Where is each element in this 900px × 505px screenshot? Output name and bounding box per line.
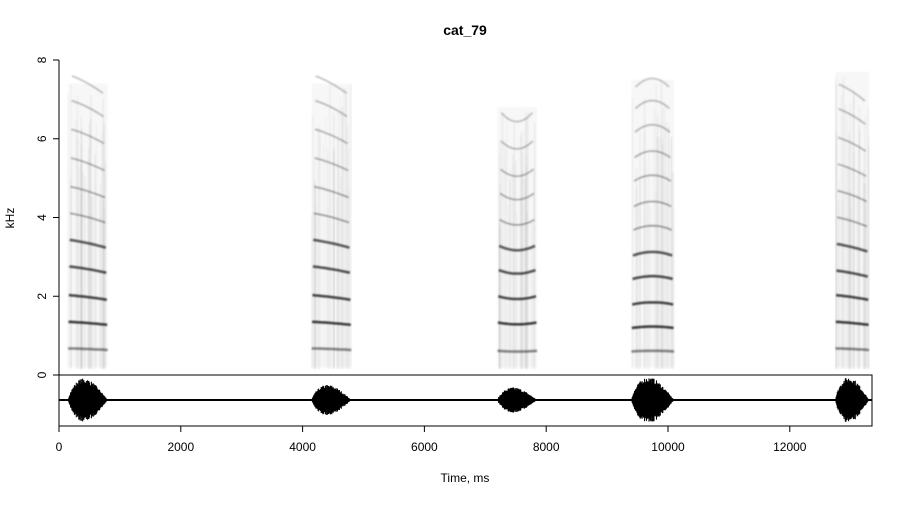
call-3-harmonic: [497, 321, 537, 326]
y-tick-label: 8: [35, 56, 49, 63]
call-4-harmonic: [633, 174, 672, 182]
call-5-harmonic: [837, 136, 867, 152]
call-2-harmonic: [311, 347, 352, 352]
x-axis: 0 2000 4000 6000 8000 10000 12000: [56, 425, 807, 454]
call-5-harmonic: [835, 293, 869, 302]
call-5-harmonic: [835, 320, 869, 327]
call-1-harmonic: [69, 238, 107, 249]
call-3-harmonic: [500, 140, 534, 150]
call-4-harmonic: [634, 99, 670, 110]
call-1-harmonic: [70, 185, 106, 199]
x-tick-label: 8000: [533, 440, 560, 454]
call-1-harmonic: [68, 293, 108, 302]
y-tick-label: 6: [35, 135, 49, 142]
call-3-harmonic: [499, 168, 534, 178]
call-3-harmonic: [497, 349, 538, 353]
y-axis-label: kHz: [3, 208, 17, 229]
call-5-harmonic: [837, 189, 867, 203]
call-1-harmonic: [68, 347, 108, 352]
x-axis-label: Time, ms: [441, 471, 490, 485]
call-2-harmonic: [315, 99, 348, 118]
call-2-spectrogram: [311, 75, 352, 369]
call-3-harmonic: [500, 112, 534, 123]
y-axis: 0 2 4 6 8: [35, 56, 60, 378]
call-4-harmonic: [632, 250, 673, 257]
call-4-harmonic: [632, 274, 674, 281]
call-1-harmonic: [71, 75, 104, 95]
spectrogram-panel: [67, 75, 870, 369]
call-5-harmonic: [836, 269, 869, 278]
call-3-harmonic: [497, 295, 537, 301]
call-2-harmonic: [312, 320, 351, 327]
call-2-harmonic: [312, 293, 351, 302]
call-4-harmonic: [631, 349, 675, 353]
call-3-harmonic: [499, 192, 535, 201]
x-tick-label: 12000: [773, 440, 807, 454]
call-5-spectrogram: [835, 77, 870, 369]
call-2-harmonic: [312, 265, 351, 274]
x-tick-label: 10000: [651, 440, 685, 454]
call-4-spectrogram: [631, 77, 675, 369]
x-tick-label: 6000: [411, 440, 438, 454]
call-4-harmonic: [631, 301, 674, 306]
call-1-spectrogram: [67, 75, 108, 369]
call-3-harmonic: [498, 244, 536, 252]
call-5-harmonic: [836, 242, 868, 253]
call-2-harmonic: [314, 157, 349, 172]
call-2-harmonic: [313, 185, 349, 199]
call-3-harmonic: [498, 268, 536, 275]
call-1-harmonic: [69, 265, 107, 274]
call-1-harmonic: [71, 99, 104, 118]
call-5-harmonic: [836, 216, 868, 228]
call-1-harmonic: [71, 128, 105, 145]
call-2-harmonic: [315, 75, 348, 95]
waveform-panel: [59, 378, 872, 422]
call-4-harmonic: [631, 325, 674, 330]
call-1-harmonic: [69, 212, 106, 224]
call-1-harmonic: [68, 320, 108, 327]
chart-title: cat_79: [443, 22, 487, 38]
call-2-harmonic: [313, 212, 350, 224]
call-4-harmonic: [633, 200, 672, 208]
call-5-harmonic: [838, 107, 866, 125]
call-2-harmonic: [313, 238, 350, 249]
call-5-harmonic: [837, 163, 867, 178]
x-tick-label: 4000: [289, 440, 316, 454]
y-tick-label: 0: [35, 371, 49, 378]
y-tick-label: 2: [35, 293, 49, 300]
call-4-harmonic: [634, 123, 671, 133]
x-tick-label: 2000: [167, 440, 194, 454]
call-4-harmonic: [634, 150, 671, 159]
call-3-spectrogram: [497, 111, 538, 369]
call-1-harmonic: [70, 157, 105, 172]
call-4-harmonic: [633, 224, 673, 231]
y-tick-label: 4: [35, 214, 49, 221]
call-5-harmonic: [835, 347, 870, 352]
call-5-harmonic: [838, 83, 866, 102]
call-3-harmonic: [499, 218, 535, 226]
call-4-harmonic: [635, 77, 670, 88]
x-tick-label: 0: [56, 440, 63, 454]
call-2-harmonic: [314, 128, 348, 145]
